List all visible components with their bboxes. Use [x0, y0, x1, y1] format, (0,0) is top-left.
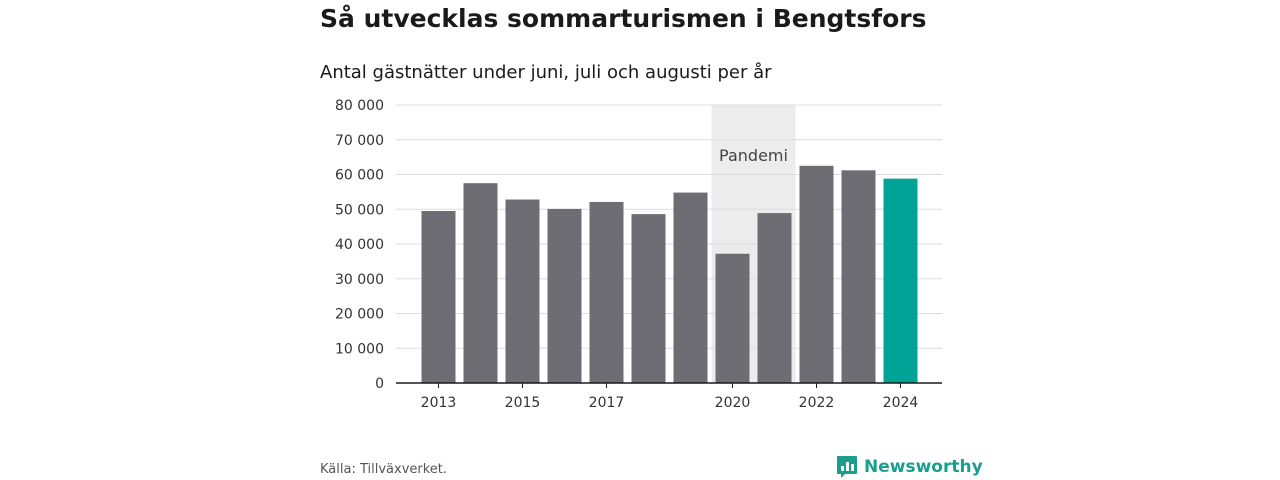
- y-tick-label: 50 000: [335, 202, 384, 218]
- newsworthy-logo: Newsworthy: [836, 455, 983, 479]
- bar: [715, 253, 750, 383]
- bar: [589, 201, 624, 383]
- bar: [799, 165, 834, 383]
- x-tick-label: 2015: [505, 395, 541, 411]
- pandemic-label: Pandemi: [719, 146, 788, 165]
- bar: [547, 208, 582, 383]
- bar: [421, 210, 456, 383]
- source-note: Källa: Tillväxverket.: [320, 462, 448, 477]
- y-tick-label: 0: [375, 376, 384, 392]
- chart-title: Så utvecklas sommarturismen i Bengtsfors: [320, 4, 927, 33]
- x-tick-label: 2022: [799, 395, 835, 411]
- bar: [505, 199, 540, 383]
- bar: [673, 192, 708, 383]
- y-tick-label: 70 000: [335, 133, 384, 149]
- y-tick-label: 20 000: [335, 307, 384, 323]
- bar: [631, 214, 666, 383]
- x-tick-label: 2024: [883, 395, 919, 411]
- bar-chart: 0 10 000 20 000 30 000 40 000 50 000 60 000 70 …: [335, 98, 942, 411]
- x-tick-label: 2017: [589, 395, 625, 411]
- x-tick-label: 2013: [421, 395, 457, 411]
- y-tick-label: 60 000: [335, 168, 384, 184]
- bar: [841, 170, 876, 383]
- y-tick-label: 40 000: [335, 237, 384, 253]
- bar: [463, 183, 498, 383]
- bar-chart-speech-icon: [837, 456, 857, 478]
- bar-highlighted: [883, 178, 918, 383]
- bar: [757, 213, 792, 383]
- x-tick-label: 2020: [715, 395, 751, 411]
- y-tick-label: 80 000: [335, 98, 384, 114]
- y-tick-label: 30 000: [335, 272, 384, 288]
- chart-subtitle: Antal gästnätter under juni, juli och au…: [320, 62, 772, 83]
- brand-name: Newsworthy: [864, 457, 983, 477]
- y-tick-label: 10 000: [335, 341, 384, 357]
